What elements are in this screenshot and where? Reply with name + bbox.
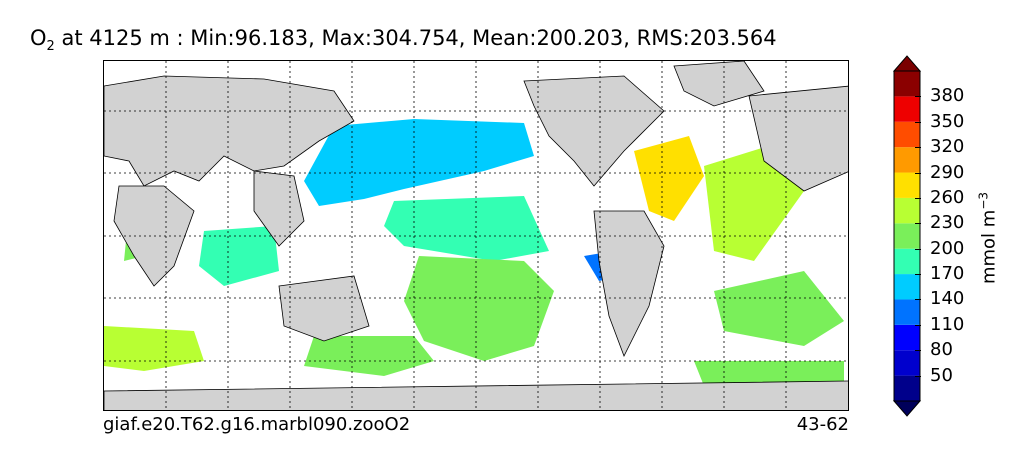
colorbar-frame — [893, 70, 921, 402]
greenland — [673, 61, 765, 107]
south-america — [593, 210, 665, 357]
colorbar-tick-mark — [915, 172, 921, 174]
colorbar-tick-mark — [915, 197, 921, 199]
north-america — [523, 75, 665, 187]
south-pacific-patch — [404, 256, 554, 361]
title-species: O — [30, 26, 47, 50]
colorbar-segment — [894, 172, 920, 198]
colorbar-tick-mark — [915, 96, 921, 98]
colorbar-tick-label: 200 — [930, 237, 965, 259]
colorbar-tick-mark — [915, 223, 921, 225]
colorbar-segment — [894, 274, 920, 300]
colorbar-tick-label: 170 — [930, 263, 965, 285]
map-panel — [103, 60, 849, 411]
colorbar-tick-label: 320 — [930, 136, 965, 158]
australia — [278, 275, 370, 342]
colorbar-tick-mark — [915, 248, 921, 250]
colorbar-tick-mark — [915, 375, 921, 377]
graticule — [104, 61, 848, 410]
colorbar-segment — [894, 121, 920, 148]
north-atlantic-patch — [634, 136, 704, 221]
colorbar-tick-mark — [915, 274, 921, 276]
colorbar-segment — [894, 248, 920, 275]
colorbar-segment — [894, 223, 920, 249]
colorbar-segment — [894, 299, 920, 325]
unit-text: mmol m — [978, 209, 1000, 285]
colorbar-tick-label: 230 — [930, 212, 965, 234]
plot-title: O2 at 4125 m : Min:96.183, Max:304.754, … — [30, 26, 777, 54]
colorbar-tick-label: 140 — [930, 288, 965, 310]
southern-ocean-atlantic-patch — [694, 361, 844, 386]
colorbar-tick-label: 110 — [930, 313, 965, 335]
south-pacific-west-patch — [304, 336, 434, 376]
colorbar-tick-mark — [915, 350, 921, 352]
colorbar-tick-mark — [915, 324, 921, 326]
colorbar-segment — [894, 147, 920, 173]
case-name: giaf.e20.T62.g16.marbl090.zooO2 — [103, 414, 411, 435]
colorbar-segment — [894, 96, 920, 122]
colorbar-tick-label: 350 — [930, 110, 965, 132]
colorbar-tick-mark — [915, 121, 921, 123]
colorbar-tick-mark — [915, 147, 921, 149]
colorbar-segment — [894, 375, 920, 401]
year-range: 43-62 — [796, 414, 849, 435]
colorbar-tick-label: 290 — [930, 161, 965, 183]
colorbar-tick-label: 50 — [930, 364, 953, 386]
colorbar-tick-label: 260 — [930, 186, 965, 208]
world-map — [104, 61, 848, 410]
colorbar-segment — [894, 350, 920, 376]
title-subscript: 2 — [46, 39, 55, 55]
indian-ocean-patch — [199, 226, 279, 286]
title-stats: : Min:96.183, Max:304.754, Mean:200.203,… — [176, 26, 777, 50]
colorbar-segment — [894, 324, 920, 351]
colorbar-tick-label: 80 — [930, 339, 953, 361]
unit-exponent: −3 — [976, 191, 991, 210]
colorbar-under-triangle — [893, 400, 921, 417]
colorbar-over-triangle — [893, 55, 921, 72]
antarctica — [104, 380, 848, 410]
north-pacific-patch — [304, 119, 534, 206]
central-pacific-patch — [384, 196, 549, 261]
south-atlantic-patch — [714, 271, 844, 346]
colorbar-segment — [894, 71, 920, 97]
eurasia-east — [748, 85, 848, 192]
colorbar-segment — [894, 197, 920, 224]
colorbar-tick-label: 380 — [930, 85, 965, 107]
title-depth: at 4125 m — [61, 26, 170, 50]
colorbar-tick-mark — [915, 299, 921, 301]
south-asia — [253, 170, 305, 247]
colorbar — [893, 55, 921, 417]
southern-indian-patch — [104, 326, 204, 371]
colorbar-unit: mmol m−3 — [977, 192, 1000, 284]
